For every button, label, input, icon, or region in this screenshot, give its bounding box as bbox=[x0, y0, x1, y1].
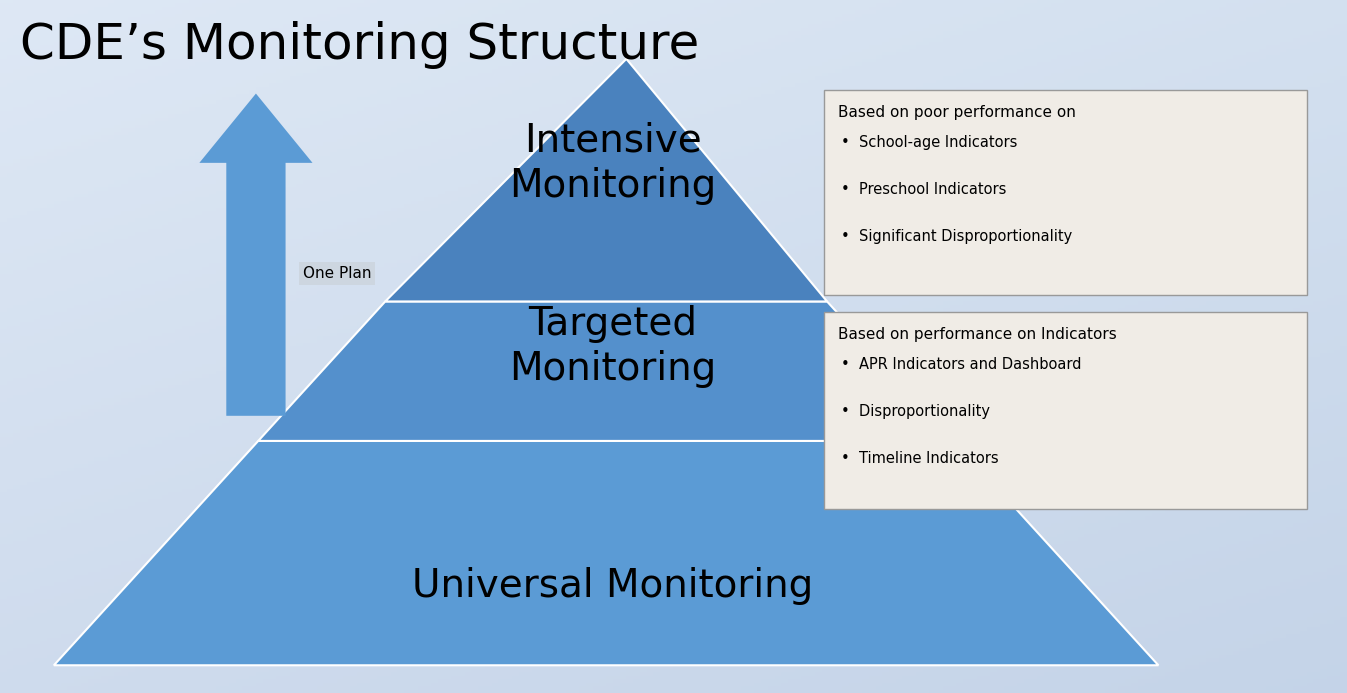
Text: Based on poor performance on: Based on poor performance on bbox=[838, 105, 1076, 121]
Text: Intensive
Monitoring: Intensive Monitoring bbox=[509, 121, 717, 204]
Polygon shape bbox=[385, 59, 827, 301]
Polygon shape bbox=[199, 94, 313, 416]
Text: •  Preschool Indicators: • Preschool Indicators bbox=[841, 182, 1006, 198]
Text: Based on performance on Indicators: Based on performance on Indicators bbox=[838, 327, 1117, 342]
Text: •  APR Indicators and Dashboard: • APR Indicators and Dashboard bbox=[841, 357, 1082, 372]
Text: •  Timeline Indicators: • Timeline Indicators bbox=[841, 451, 998, 466]
FancyBboxPatch shape bbox=[824, 90, 1307, 295]
Text: CDE’s Monitoring Structure: CDE’s Monitoring Structure bbox=[20, 21, 699, 69]
Text: One Plan: One Plan bbox=[303, 266, 372, 281]
Text: •  Significant Disproportionality: • Significant Disproportionality bbox=[841, 229, 1072, 245]
Polygon shape bbox=[259, 301, 954, 441]
FancyBboxPatch shape bbox=[824, 312, 1307, 509]
Text: •  School-age Indicators: • School-age Indicators bbox=[841, 135, 1017, 150]
Text: Universal Monitoring: Universal Monitoring bbox=[412, 567, 814, 604]
Text: Targeted
Monitoring: Targeted Monitoring bbox=[509, 305, 717, 388]
Polygon shape bbox=[54, 441, 1158, 665]
Text: •  Disproportionality: • Disproportionality bbox=[841, 404, 990, 419]
